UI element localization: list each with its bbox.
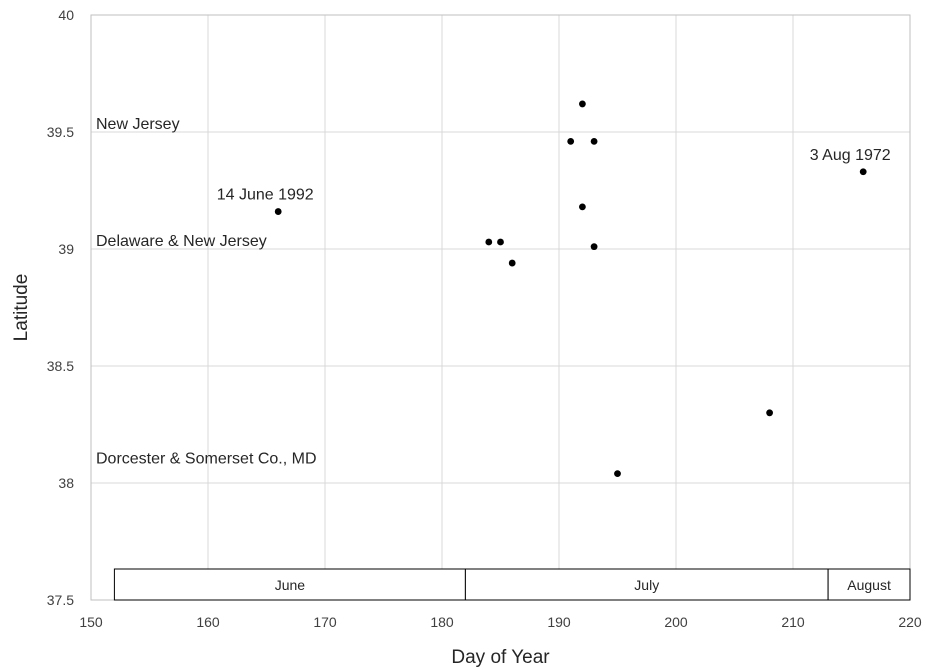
y-tick-label: 38: [58, 475, 74, 491]
data-point: [614, 470, 621, 478]
data-point: [859, 168, 867, 176]
data-point: [590, 137, 598, 145]
x-tick-label: 160: [196, 614, 220, 630]
y-tick-labels: 37.5 38 38.5 39 39.5 40: [47, 7, 74, 608]
data-point: [579, 100, 586, 108]
x-tick-label: 220: [898, 614, 922, 630]
plot-area-frame: [90, 14, 911, 601]
data-point: [766, 409, 773, 417]
month-band: [827, 568, 911, 601]
x-tick-label: 180: [430, 614, 454, 630]
data-point: [508, 259, 516, 267]
gridlines: [90, 14, 911, 601]
region-labels: New Jersey Delaware & New Jersey Dorcester…: [96, 116, 317, 468]
month-band-label: August: [847, 577, 891, 593]
data-point: [590, 243, 598, 251]
data-point: [497, 238, 504, 246]
x-tick-label: 200: [664, 614, 688, 630]
point-annotations: 14 June 1992 3 Aug 1972: [217, 147, 891, 204]
month-bands: June July August: [113, 568, 911, 601]
x-tick-labels: 150 160 170 180 190 200 210 220: [79, 614, 922, 630]
y-axis-title: Latitude: [11, 274, 32, 342]
data-point: [274, 208, 282, 215]
region-label: New Jersey: [96, 116, 180, 133]
data-point: [485, 238, 493, 246]
x-tick-label: 190: [547, 614, 571, 630]
x-tick-label: 210: [781, 614, 805, 630]
x-tick-label: 170: [313, 614, 337, 630]
x-axis-title: Day of Year: [451, 647, 550, 668]
month-band-label: July: [634, 577, 659, 593]
y-tick-label: 40: [58, 7, 74, 23]
data-points: [274, 100, 867, 478]
data-point: [579, 203, 586, 211]
data-point: [567, 137, 575, 145]
y-tick-label: 39: [58, 241, 74, 257]
point-annotation: 14 June 1992: [217, 187, 314, 204]
region-label: Dorcester & Somerset Co., MD: [96, 451, 317, 468]
y-tick-label: 38.5: [47, 358, 74, 374]
x-tick-label: 150: [79, 614, 103, 630]
point-annotation: 3 Aug 1972: [810, 147, 891, 164]
region-label: Delaware & New Jersey: [96, 233, 267, 250]
y-tick-label: 39.5: [47, 124, 74, 140]
month-band-label: June: [275, 577, 306, 593]
y-tick-label: 37.5: [47, 592, 74, 608]
